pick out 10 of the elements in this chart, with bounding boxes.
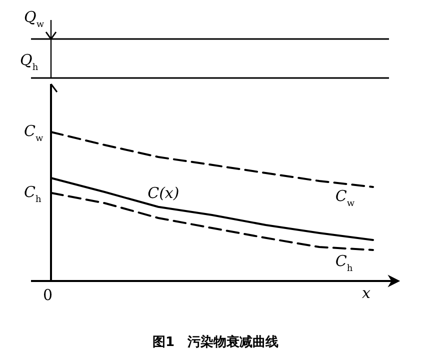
- annotation: C$_{h}$: [24, 182, 42, 205]
- x-axis-title: x: [362, 284, 371, 302]
- series-label: C$_{h}$: [335, 252, 353, 274]
- text: Q$_{h}$: [20, 51, 38, 73]
- series-label: C$_{w}$: [335, 186, 355, 209]
- text: 0: [43, 286, 53, 304]
- series-label: C(x): [148, 184, 180, 202]
- text: Q$_{w}$: [24, 8, 44, 30]
- text: 图1 污染物衰减曲线: [152, 334, 279, 350]
- annotation: C$_{w}$: [24, 122, 44, 144]
